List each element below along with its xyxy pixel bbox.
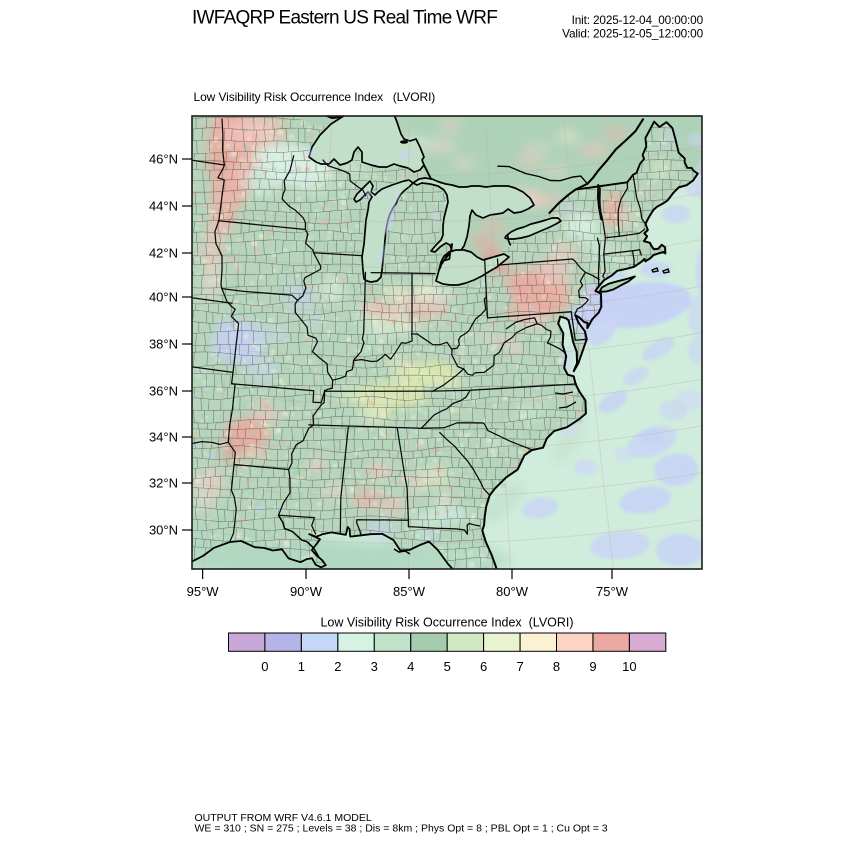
svg-text:Low Visibility Risk Occurrence: Low Visibility Risk Occurrence Index (LV… [194,90,436,104]
svg-text:6: 6 [480,659,487,674]
svg-text:9: 9 [589,659,596,674]
svg-text:75°W: 75°W [596,584,629,599]
svg-text:2: 2 [334,659,341,674]
svg-text:90°W: 90°W [290,584,323,599]
svg-text:46°N: 46°N [149,152,178,167]
svg-text:Low Visibility Risk Occurrence: Low Visibility Risk Occurrence Index (LV… [320,616,573,630]
svg-text:80°W: 80°W [496,584,529,599]
svg-text:34°N: 34°N [149,430,178,445]
svg-text:38°N: 38°N [149,337,178,352]
svg-text:OUTPUT FROM WRF V4.6.1 MODEL: OUTPUT FROM WRF V4.6.1 MODEL [195,812,372,824]
svg-text:1: 1 [298,659,305,674]
svg-text:36°N: 36°N [149,384,178,399]
svg-text:Valid: 2025-12-05_12:00:00: Valid: 2025-12-05_12:00:00 [562,27,703,41]
svg-text:4: 4 [407,659,414,674]
svg-text:5: 5 [444,659,451,674]
svg-text:IWFAQRP Eastern US Real Time W: IWFAQRP Eastern US Real Time WRF [192,8,497,29]
svg-text:Init: 2025-12-04_00:00:00: Init: 2025-12-04_00:00:00 [572,13,704,27]
svg-text:8: 8 [553,659,560,674]
svg-text:0: 0 [261,659,268,674]
svg-text:44°N: 44°N [149,199,178,214]
svg-text:3: 3 [371,659,378,674]
svg-text:32°N: 32°N [149,476,178,491]
svg-text:7: 7 [516,659,523,674]
svg-text:40°N: 40°N [149,290,178,305]
svg-text:85°W: 85°W [393,584,426,599]
svg-text:30°N: 30°N [149,523,178,538]
svg-text:10: 10 [622,659,636,674]
svg-text:95°W: 95°W [187,584,220,599]
svg-text:42°N: 42°N [149,246,178,261]
svg-text:WE = 310 ; SN = 275 ; Levels =: WE = 310 ; SN = 275 ; Levels = 38 ; Dis … [195,823,608,835]
